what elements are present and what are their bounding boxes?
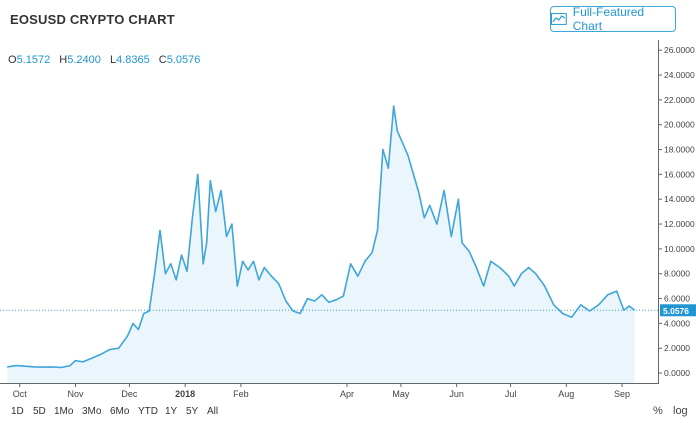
x-tick-label: Jul — [505, 389, 517, 399]
ohlc-readout: O5.1572 H5.2400 L4.8365 C5.0576 — [8, 54, 206, 66]
price-area-fill — [7, 106, 635, 383]
price-chart[interactable]: 0.0000 2.0000 4.0000 6.0000 8.0000 10.0000 12.… — [0, 0, 696, 400]
y-tick-label: 16.0000 — [664, 169, 695, 179]
full-featured-chart-label: Full-Featured Chart — [572, 5, 645, 33]
x-tick-label: Sep — [614, 389, 630, 399]
low-value: 4.8365 — [116, 54, 150, 66]
high-label: H — [59, 54, 68, 66]
y-tick-label: 18.0000 — [664, 145, 695, 155]
log-scale-toggle[interactable]: log — [673, 405, 688, 417]
x-tick-label: 2018 — [175, 389, 195, 399]
chart-icon — [551, 13, 567, 25]
open-value: 5.1572 — [16, 54, 51, 66]
range-button-1mo[interactable]: 1Mo — [54, 406, 74, 417]
y-tick-label: 0.0000 — [664, 368, 690, 378]
range-toolbar: 1D 5D 1Mo 3Mo 6Mo YTD 1Y 5Y All % log — [0, 400, 696, 423]
range-button-1y[interactable]: 1Y — [165, 406, 178, 417]
x-tick-label: Dec — [121, 389, 138, 399]
y-tick-label: 8.0000 — [664, 269, 690, 279]
high-value: 5.2400 — [67, 54, 101, 66]
close-value: 5.0576 — [166, 54, 201, 66]
y-tick-label: 14.0000 — [664, 194, 695, 204]
range-button-1d[interactable]: 1D — [11, 406, 24, 417]
y-tick-label: 4.0000 — [664, 318, 690, 328]
percent-scale-toggle[interactable]: % — [653, 405, 663, 417]
x-tick-label: Aug — [558, 389, 574, 399]
x-tick-label: Nov — [68, 389, 85, 399]
y-tick-label: 22.0000 — [664, 95, 695, 105]
y-tick-label: 10.0000 — [664, 244, 695, 254]
last-value-label: 5.0576 — [663, 306, 689, 316]
x-tick-label: Feb — [233, 389, 249, 399]
y-tick-label: 12.0000 — [664, 219, 695, 229]
close-label: C — [158, 54, 167, 66]
range-button-all[interactable]: All — [207, 406, 219, 417]
range-button-5y[interactable]: 5Y — [186, 406, 199, 417]
range-button-ytd[interactable]: YTD — [138, 406, 158, 417]
low-label: L — [109, 54, 117, 66]
x-tick-label: Apr — [340, 389, 354, 399]
last-value-badge — [660, 304, 696, 317]
price-line — [7, 105, 636, 369]
range-button-3mo[interactable]: 3Mo — [82, 406, 102, 417]
x-tick-label: May — [392, 389, 410, 399]
range-button-5d[interactable]: 5D — [33, 406, 46, 417]
y-tick-label: 6.0000 — [664, 294, 690, 304]
full-featured-chart-button[interactable]: Full-Featured Chart — [550, 5, 676, 33]
y-tick-label: 20.0000 — [664, 120, 695, 130]
open-label: O — [8, 54, 17, 66]
y-tick-label: 24.0000 — [664, 70, 695, 80]
y-tick-label: 26.0000 — [664, 45, 695, 55]
x-tick-label: Jun — [449, 389, 464, 399]
page-title: EOSUSD CRYPTO CHART — [10, 12, 175, 27]
y-tick-label: 2.0000 — [664, 343, 690, 353]
x-tick-label: Oct — [13, 389, 28, 399]
range-button-6mo[interactable]: 6Mo — [110, 406, 130, 417]
